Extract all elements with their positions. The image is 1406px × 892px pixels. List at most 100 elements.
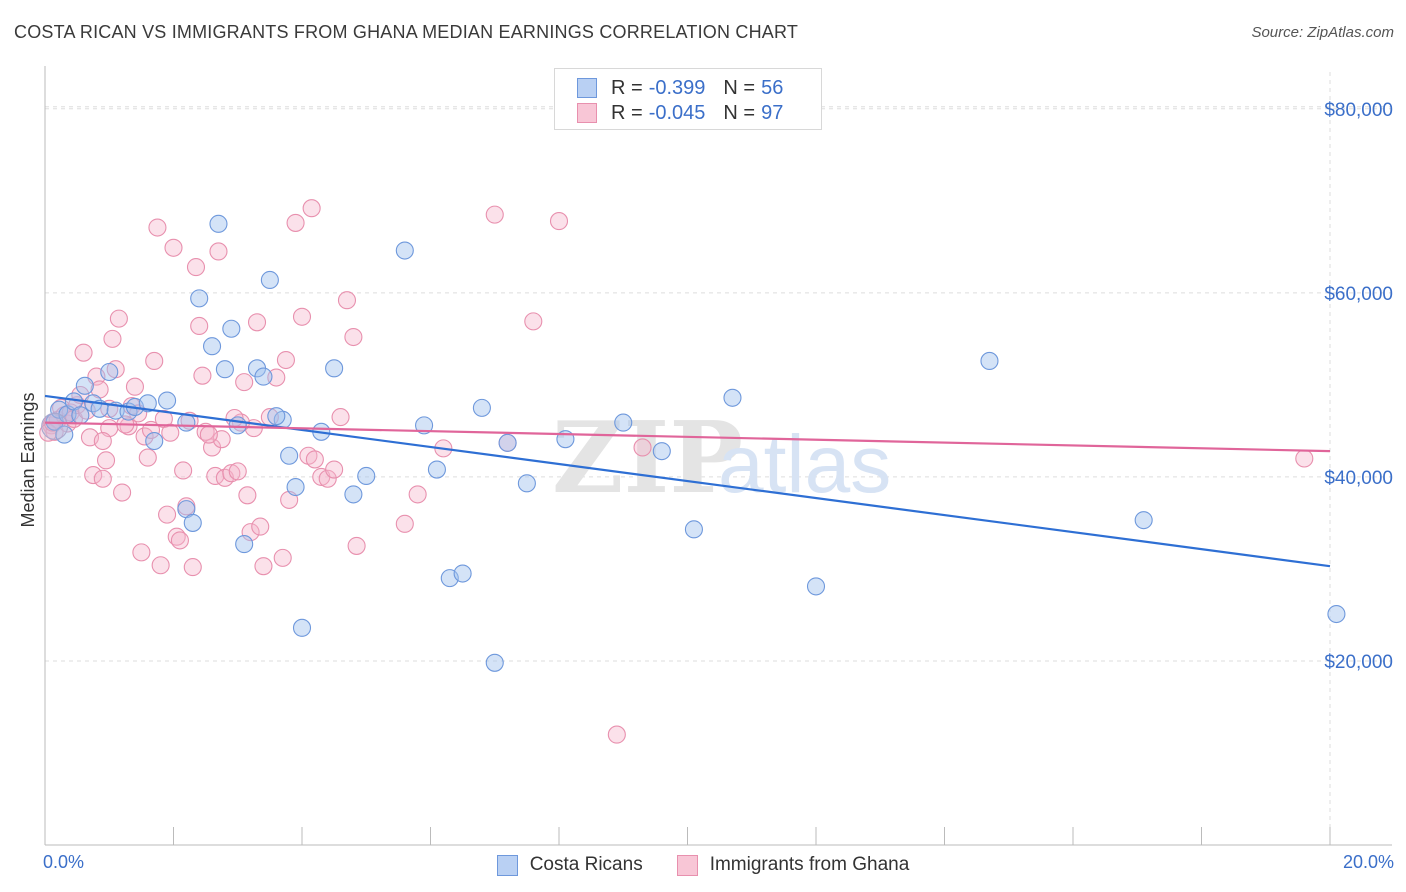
legend-r-value: -0.399 — [648, 76, 706, 99]
ghana-point — [267, 368, 286, 387]
ghana-point — [132, 543, 151, 562]
costa-rican-point — [209, 214, 228, 233]
x-tick-label-max: 20.0% — [1342, 852, 1394, 872]
ghana-point — [190, 316, 209, 336]
ghana-point — [170, 531, 189, 550]
ghana-point — [235, 373, 254, 392]
costa-rican-point — [1327, 604, 1346, 624]
legend-r-label: R = — [611, 76, 643, 99]
ghana-point — [485, 205, 504, 224]
ghana-point — [84, 466, 103, 485]
trend-lines — [44, 394, 1331, 568]
tick-labels: $20,000 $40,000 $60,000 $80,000 — [1324, 100, 1393, 673]
ghana-point — [103, 329, 122, 348]
data-points — [39, 199, 1346, 744]
legend-swatch-costa-ricans — [496, 854, 518, 876]
ghana-point — [186, 258, 206, 277]
ghana-point — [222, 464, 241, 483]
ghana-point — [633, 438, 652, 457]
legend-n-value: 97 — [761, 101, 784, 124]
grid-lines — [45, 72, 1392, 845]
ghana-point — [151, 556, 170, 575]
y-tick-label: $80,000 — [1324, 100, 1393, 121]
ghana-point — [193, 366, 212, 385]
costa-rican-point — [485, 653, 504, 672]
costa-rican-point — [203, 337, 222, 356]
legend-item-costa-ricans: Costa Ricans — [496, 854, 643, 876]
costa-rican-point — [190, 289, 209, 308]
costa-rican-point — [684, 520, 703, 539]
legend-n-value: 56 — [761, 76, 784, 99]
ghana-point — [183, 558, 202, 577]
costa-rican-point — [325, 359, 344, 378]
ghana-point — [318, 469, 337, 488]
ghana-point — [251, 517, 270, 536]
legend-swatch-costa-ricans — [577, 78, 597, 98]
costa-rican-point — [453, 564, 472, 583]
ghana-point — [276, 350, 295, 370]
series-legend: Costa Ricans Immigrants from Ghana — [0, 852, 1406, 878]
ghana-point — [109, 309, 128, 328]
costa-rican-point — [395, 241, 414, 260]
legend-label-ghana: Immigrants from Ghana — [709, 854, 910, 875]
costa-rican-point — [50, 400, 69, 419]
legend-item-ghana: Immigrants from Ghana — [676, 854, 910, 876]
ghana-point — [305, 450, 324, 469]
legend-n-label: N = — [723, 76, 756, 99]
ghana-point — [138, 448, 157, 467]
costa-rican-point — [723, 388, 742, 407]
source-label: Source: ZipAtlas.com — [1251, 24, 1394, 41]
ghana-point — [196, 422, 215, 441]
ghana-point — [74, 343, 93, 362]
axes — [44, 66, 1392, 846]
ghana-point — [119, 417, 138, 436]
ghana-point — [607, 725, 626, 744]
ghana-point — [247, 313, 267, 332]
y-tick-label: $40,000 — [1324, 468, 1393, 489]
costa-rican-point — [292, 618, 312, 637]
ghana-point — [158, 505, 177, 524]
ghana-point — [174, 461, 193, 480]
costa-rican-point — [280, 446, 299, 465]
costa-rican-point — [138, 394, 157, 413]
costa-rican-point — [357, 466, 376, 486]
watermark-zip: ZIP — [552, 401, 743, 516]
ghana-point — [549, 212, 569, 231]
ghana-point — [93, 469, 112, 488]
ghana-point — [125, 377, 144, 396]
ghana-point — [325, 460, 344, 479]
costa-rican-point — [286, 477, 305, 497]
costa-rican-point — [177, 413, 196, 432]
costa-rican-point — [980, 351, 999, 371]
costa-rican-point — [427, 460, 446, 479]
ghana-point — [1295, 449, 1314, 468]
costa-rican-point — [100, 362, 119, 382]
ghana-point — [228, 462, 247, 481]
legend-r-value: -0.045 — [648, 101, 706, 124]
ghana-point — [148, 218, 167, 237]
costa-rican-point — [222, 319, 241, 338]
ghana-trend-line — [44, 421, 1331, 453]
legend-row-costa-ricans: R = -0.399 N = 56 — [577, 76, 783, 100]
ghana-point — [292, 307, 312, 326]
costa-rican-point — [806, 577, 826, 596]
ghana-point — [347, 536, 366, 555]
ghana-point — [199, 425, 218, 444]
chart-title: COSTA RICAN VS IMMIGRANTS FROM GHANA MED… — [14, 22, 799, 42]
ghana-point — [273, 548, 292, 567]
costa-rican-point — [228, 416, 247, 435]
ghana-point — [113, 483, 132, 502]
costa-rican-point — [260, 270, 279, 290]
costa-rican-point — [614, 413, 633, 432]
ghana-point — [96, 451, 116, 470]
ghana-point — [302, 199, 321, 218]
watermark-atlas: atlas — [718, 419, 891, 510]
costa-rican-point — [158, 391, 177, 410]
ghana-point — [93, 431, 112, 451]
costa-rican-point — [254, 367, 273, 386]
legend-n-label: N = — [723, 101, 756, 124]
ghana-point — [524, 312, 543, 331]
costa-rican-point — [235, 535, 254, 554]
ghana-point — [39, 423, 58, 442]
